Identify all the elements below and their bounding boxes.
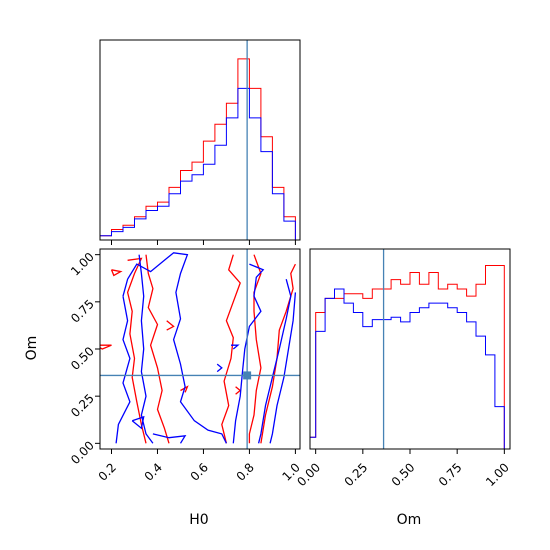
contour-red [110, 269, 123, 277]
om-axis-tick-label: 0.75 [68, 297, 97, 326]
y-axis-label-om: Om [24, 336, 40, 361]
om-axis-tick-label: 0.25 [68, 391, 97, 420]
contour-panel-frame [99, 248, 301, 450]
om-axis-tick-label: 1.00 [483, 460, 512, 489]
contour-red [248, 254, 262, 444]
contour-blue [122, 252, 227, 444]
contour-blue [269, 292, 297, 444]
contour-red [235, 386, 242, 395]
contour-red [221, 254, 241, 444]
h0-axis-tick-label: 0.8 [234, 460, 257, 483]
h0-histogram-series-red [100, 58, 296, 240]
h0-histogram-series-blue [100, 87, 296, 240]
h0-axis-tick-label: 0.2 [96, 460, 119, 483]
contour-blue [152, 433, 187, 444]
h0-axis-tick-label: 0.6 [188, 460, 211, 483]
contour-blue [131, 415, 145, 430]
om-axis-tick-label: 1.00 [68, 250, 97, 279]
contour-blue [115, 296, 131, 444]
om-histogram-series-blue [310, 288, 505, 449]
contour-blue [231, 344, 240, 350]
contour-blue [257, 279, 292, 444]
om-axis-tick-label: 0.75 [436, 460, 465, 489]
x-axis-label-om: Om [397, 512, 422, 528]
contour-blue [138, 254, 154, 444]
contour-red [145, 254, 170, 444]
om-axis-tick-label: 0.00 [68, 438, 97, 467]
om-axis-tick-label: 0.50 [389, 460, 418, 489]
h0-axis-tick-label: 0.4 [142, 460, 165, 483]
contour-blue [216, 363, 223, 373]
om-axis-tick-label: 0.00 [294, 460, 323, 489]
contour-red [126, 257, 147, 444]
contour-red [100, 344, 112, 350]
om-histogram-series-red [310, 265, 505, 449]
h0-om-contour-panel: 0.2 0.4 0.6 0.8 1.00.000.250.500.751.00 [68, 248, 303, 484]
h0-histogram-panel [99, 39, 301, 245]
om-histogram-panel: 0.00 0.25 0.50 0.75 1.00 [294, 248, 512, 489]
h0-histogram-frame [99, 39, 301, 241]
contour-red [166, 320, 175, 331]
om-axis-tick-label: 0.25 [342, 460, 371, 489]
om-axis-tick-label: 0.50 [68, 344, 97, 373]
contour-red [180, 385, 189, 393]
x-axis-label-h0: H0 [189, 512, 208, 528]
contour-blue [232, 263, 265, 444]
truth-marker [243, 371, 252, 380]
contour-red [260, 263, 296, 444]
